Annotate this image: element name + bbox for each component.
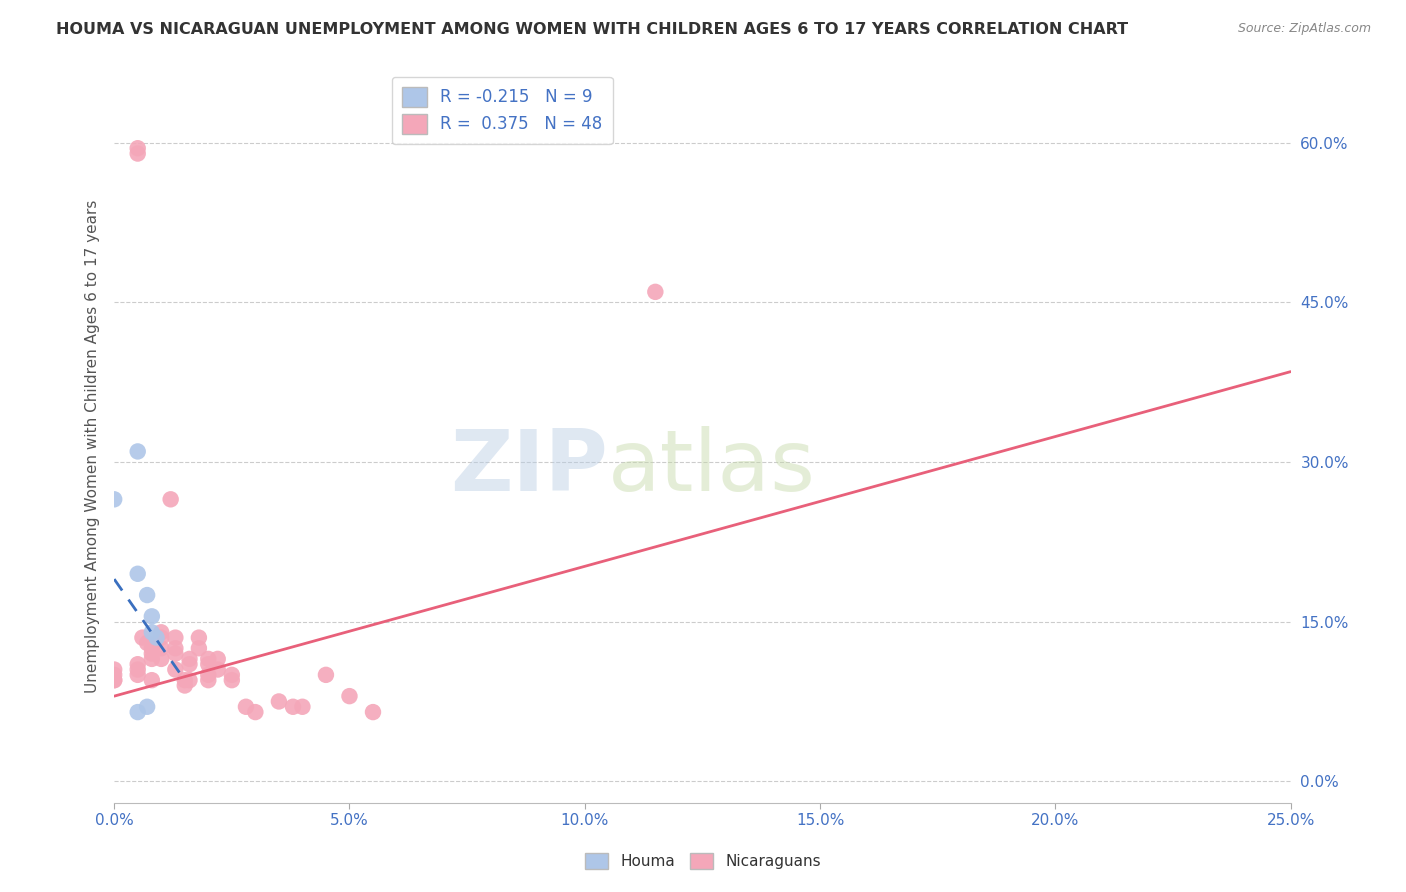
Point [103, 492, 125, 507]
Text: HOUMA VS NICARAGUAN UNEMPLOYMENT AMONG WOMEN WITH CHILDREN AGES 6 TO 17 YEARS CO: HOUMA VS NICARAGUAN UNEMPLOYMENT AMONG W… [56, 22, 1129, 37]
Point [235, 699, 257, 714]
Point [197, 657, 219, 672]
Point [197, 652, 219, 666]
Point [131, 631, 153, 645]
Point [315, 668, 337, 682]
Point [165, 641, 187, 656]
Point [127, 668, 149, 682]
Point [127, 566, 149, 581]
Point [281, 699, 304, 714]
Point [197, 673, 219, 688]
Point [173, 673, 195, 688]
Point [141, 641, 163, 656]
Point [136, 588, 159, 602]
Point [267, 694, 290, 708]
Point [150, 631, 173, 645]
Point [179, 652, 201, 666]
Point [207, 652, 229, 666]
Point [127, 657, 149, 672]
Point [165, 663, 187, 677]
Point [141, 647, 163, 661]
Point [150, 652, 173, 666]
Point [103, 673, 125, 688]
Point [361, 705, 384, 719]
Point [145, 631, 167, 645]
Point [291, 699, 314, 714]
Point [339, 689, 361, 703]
Point [165, 647, 187, 661]
Point [127, 705, 149, 719]
Text: atlas: atlas [609, 426, 817, 509]
Legend: Houma, Nicaraguans: Houma, Nicaraguans [579, 847, 827, 875]
Point [150, 641, 173, 656]
Point [136, 636, 159, 650]
Point [173, 678, 195, 692]
Point [127, 141, 149, 155]
Point [179, 657, 201, 672]
Point [141, 673, 163, 688]
Point [127, 444, 149, 458]
Point [127, 663, 149, 677]
Legend: R = -0.215   N = 9, R =  0.375   N = 48: R = -0.215 N = 9, R = 0.375 N = 48 [392, 77, 613, 144]
Point [103, 673, 125, 688]
Point [150, 625, 173, 640]
Point [187, 641, 209, 656]
Point [141, 609, 163, 624]
Text: ZIP: ZIP [450, 426, 609, 509]
Point [141, 625, 163, 640]
Point [197, 668, 219, 682]
Point [165, 631, 187, 645]
Point [179, 673, 201, 688]
Point [141, 652, 163, 666]
Point [103, 663, 125, 677]
Point [103, 668, 125, 682]
Text: Source: ZipAtlas.com: Source: ZipAtlas.com [1237, 22, 1371, 36]
Point [221, 673, 243, 688]
Point [221, 668, 243, 682]
Y-axis label: Unemployment Among Women with Children Ages 6 to 17 years: Unemployment Among Women with Children A… [86, 200, 100, 693]
Point [159, 492, 181, 507]
Point [207, 663, 229, 677]
Point [245, 705, 267, 719]
Point [187, 631, 209, 645]
Point [644, 285, 666, 299]
Point [127, 146, 149, 161]
Point [136, 699, 159, 714]
